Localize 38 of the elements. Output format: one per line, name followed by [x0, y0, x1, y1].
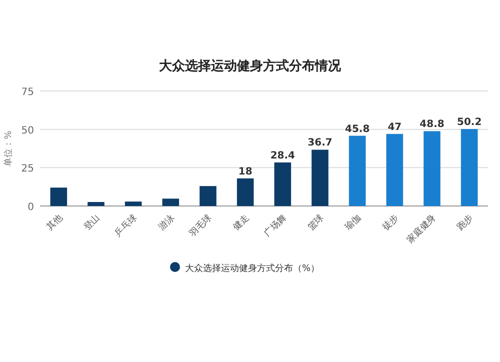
bar — [162, 198, 180, 206]
bar — [274, 162, 292, 206]
data-label: 28.4 — [270, 150, 296, 162]
y-tick-label: 0 — [28, 202, 34, 213]
x-tick-label: 健走 — [230, 212, 252, 233]
bar — [348, 136, 366, 206]
x-tick-label: 广场舞 — [262, 212, 289, 240]
x-tick-label: 羽毛球 — [187, 212, 214, 240]
x-tick-label: 家庭健身 — [404, 212, 438, 246]
y-tick-label: 50 — [21, 125, 34, 136]
y-tick-label: 25 — [21, 164, 34, 175]
x-tick-label: 徒步 — [380, 212, 401, 233]
x-tick-label: 篮球 — [306, 212, 326, 233]
data-label: 48.8 — [420, 119, 444, 130]
data-label: 45.8 — [344, 124, 370, 135]
data-label: 36.7 — [308, 138, 332, 149]
bar — [200, 186, 216, 206]
bar — [312, 150, 328, 206]
x-tick-label: 跑步 — [454, 212, 476, 233]
bar — [386, 134, 404, 206]
bar — [88, 202, 104, 206]
y-axis-title: 单位：% — [3, 130, 14, 166]
data-label: 47 — [388, 122, 402, 133]
bar — [124, 202, 142, 206]
x-tick-label: 游泳 — [156, 212, 177, 233]
chart-title: 大众选择运动健身方式分布情况 — [159, 58, 342, 74]
y-tick-label: 75 — [21, 87, 34, 98]
x-tick-label: 登山 — [82, 212, 102, 233]
legend-label: 大众选择运动健身方式分布（%） — [185, 263, 320, 274]
x-tick-label: 瑜伽 — [342, 212, 364, 233]
bar — [460, 129, 478, 206]
data-label: 50.2 — [456, 117, 482, 128]
bar — [236, 178, 254, 206]
x-tick-label: 其他 — [44, 212, 65, 233]
x-tick-label: 乒乓球 — [112, 212, 140, 240]
data-label: 18 — [238, 166, 252, 178]
bar — [50, 188, 68, 206]
bar — [424, 131, 440, 206]
